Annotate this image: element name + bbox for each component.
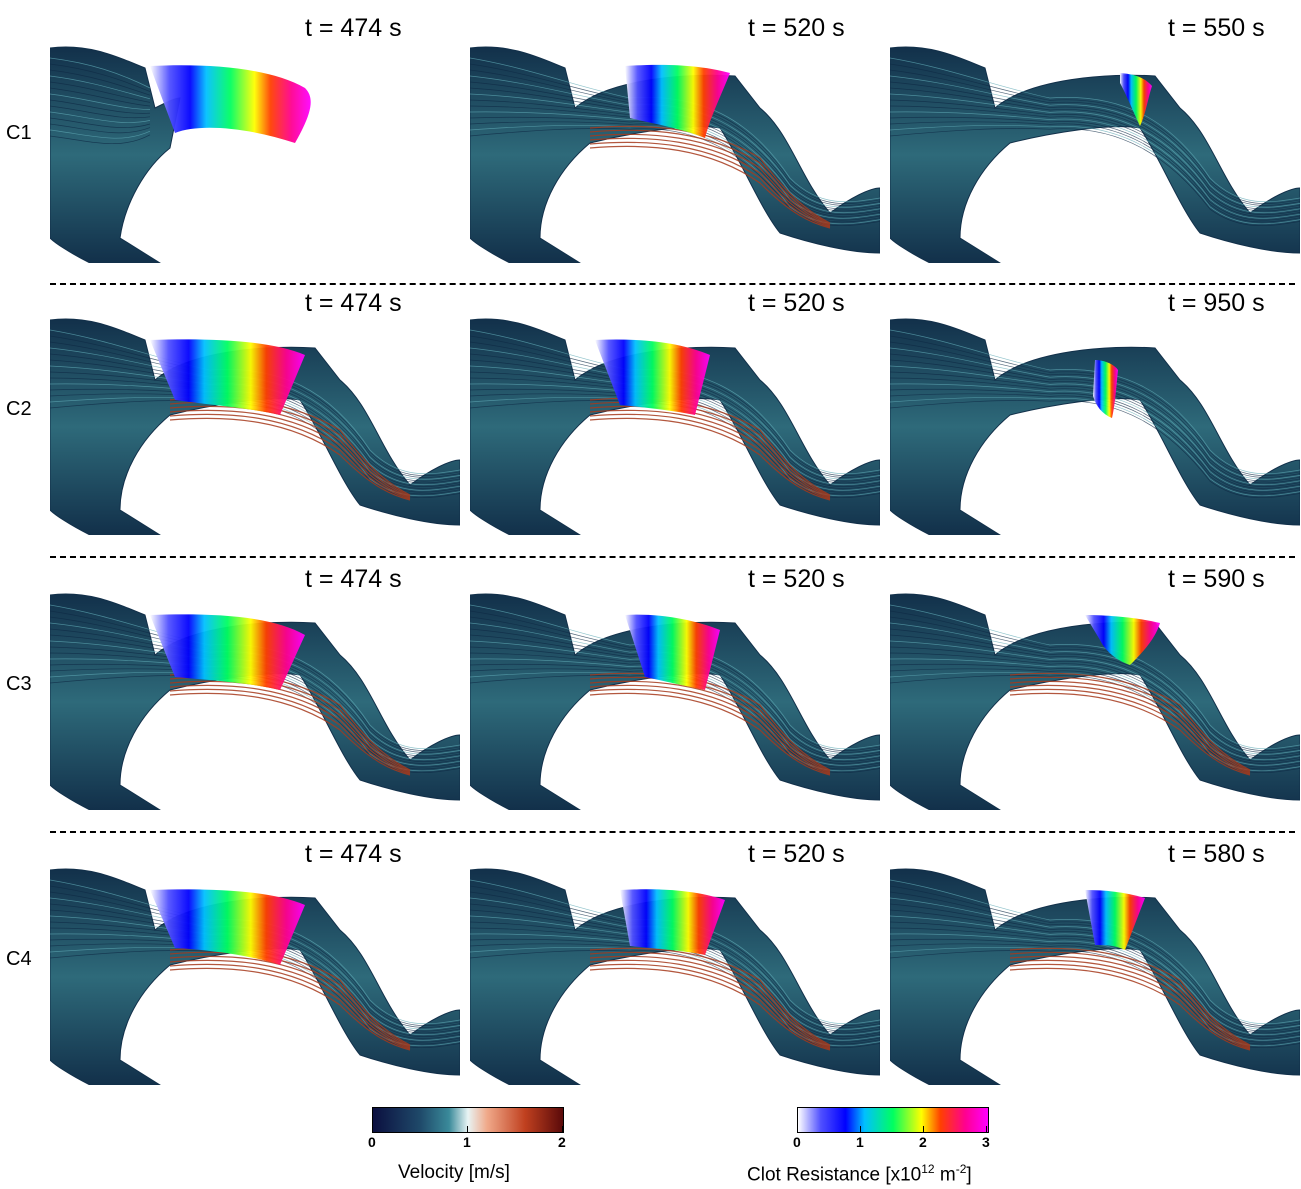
clot-resistance-colorbar <box>797 1107 989 1133</box>
vessel-render-c1-3 <box>890 38 1300 263</box>
clot-region <box>150 614 305 690</box>
clot-region <box>150 65 311 143</box>
time-label-c4-3: t = 580 s <box>1168 840 1265 868</box>
vessel-svg <box>50 46 311 263</box>
clot-region <box>595 339 710 415</box>
clot-region <box>625 614 720 690</box>
vessel-svg <box>890 318 1300 535</box>
time-label-c1-2: t = 520 s <box>748 14 845 42</box>
vessel-render-c3-2 <box>470 585 880 810</box>
velocity-tick-0: 0 <box>368 1134 376 1150</box>
time-label-c1-1: t = 474 s <box>305 14 402 42</box>
vessel-svg <box>890 593 1300 810</box>
velocity-tick-2: 2 <box>558 1134 566 1150</box>
clot-region <box>1085 615 1160 665</box>
clot-tick-2: 2 <box>919 1134 927 1150</box>
time-label-c3-1: t = 474 s <box>305 565 402 593</box>
velocity-tickmark <box>467 1126 468 1132</box>
velocity-tickmark <box>562 1126 563 1132</box>
vessel-render-c4-3 <box>890 860 1300 1085</box>
clot-tickmark <box>923 1126 924 1132</box>
vessel-render-c3-3 <box>890 585 1300 810</box>
clot-region <box>150 339 305 415</box>
velocity-tick-1: 1 <box>463 1134 471 1150</box>
velocity-tickmark <box>372 1126 373 1132</box>
clot-region <box>1093 360 1118 418</box>
vessel-svg <box>890 46 1300 263</box>
vessel-svg <box>470 868 880 1085</box>
time-label-c2-1: t = 474 s <box>305 289 402 317</box>
row-label-c1: C1 <box>6 122 32 144</box>
row-label-c4: C4 <box>6 948 32 970</box>
vessel-svg <box>890 868 1300 1085</box>
row-divider <box>50 831 1295 833</box>
velocity-colorbar <box>372 1107 564 1133</box>
clot-region <box>625 64 730 138</box>
clot-tick-0: 0 <box>793 1134 801 1150</box>
clot-tickmark <box>986 1126 987 1132</box>
row-divider <box>50 556 1295 558</box>
clot-tick-1: 1 <box>856 1134 864 1150</box>
vessel-svg <box>470 318 880 535</box>
clot-tick-3: 3 <box>982 1134 990 1150</box>
clot-region <box>150 889 305 965</box>
time-label-c1-3: t = 550 s <box>1168 14 1265 42</box>
clot-tickmark <box>860 1126 861 1132</box>
vessel-render-c4-1 <box>50 860 460 1085</box>
vessel-svg <box>470 46 880 263</box>
vessel-render-c4-2 <box>470 860 880 1085</box>
clot-region <box>1120 73 1152 126</box>
time-label-c3-3: t = 590 s <box>1168 565 1265 593</box>
time-label-c2-3: t = 950 s <box>1168 289 1265 317</box>
time-label-c2-2: t = 520 s <box>748 289 845 317</box>
clot-region <box>620 889 725 955</box>
row-label-c2: C2 <box>6 398 32 420</box>
vessel-render-c2-1 <box>50 310 460 535</box>
vessel-svg <box>50 593 460 810</box>
clot-resistance-colorbar-title: Clot Resistance [x1012 m-2] <box>747 1162 972 1186</box>
vessel-render-c3-1 <box>50 585 460 810</box>
vessel-svg <box>50 318 460 535</box>
clot-region <box>1085 890 1145 950</box>
vessel-render-c2-2 <box>470 310 880 535</box>
vessel-render-c1-2 <box>470 38 880 263</box>
clot-tickmark <box>797 1126 798 1132</box>
vessel-svg <box>50 868 460 1085</box>
time-label-c4-2: t = 520 s <box>748 840 845 868</box>
time-label-c3-2: t = 520 s <box>748 565 845 593</box>
row-label-c3: C3 <box>6 673 32 695</box>
vessel-render-c2-3 <box>890 310 1300 535</box>
vessel-render-c1-1 <box>50 38 460 263</box>
time-label-c4-1: t = 474 s <box>305 840 402 868</box>
vessel-svg <box>470 593 880 810</box>
row-divider <box>50 283 1295 285</box>
velocity-colorbar-title: Velocity [m/s] <box>398 1162 510 1183</box>
